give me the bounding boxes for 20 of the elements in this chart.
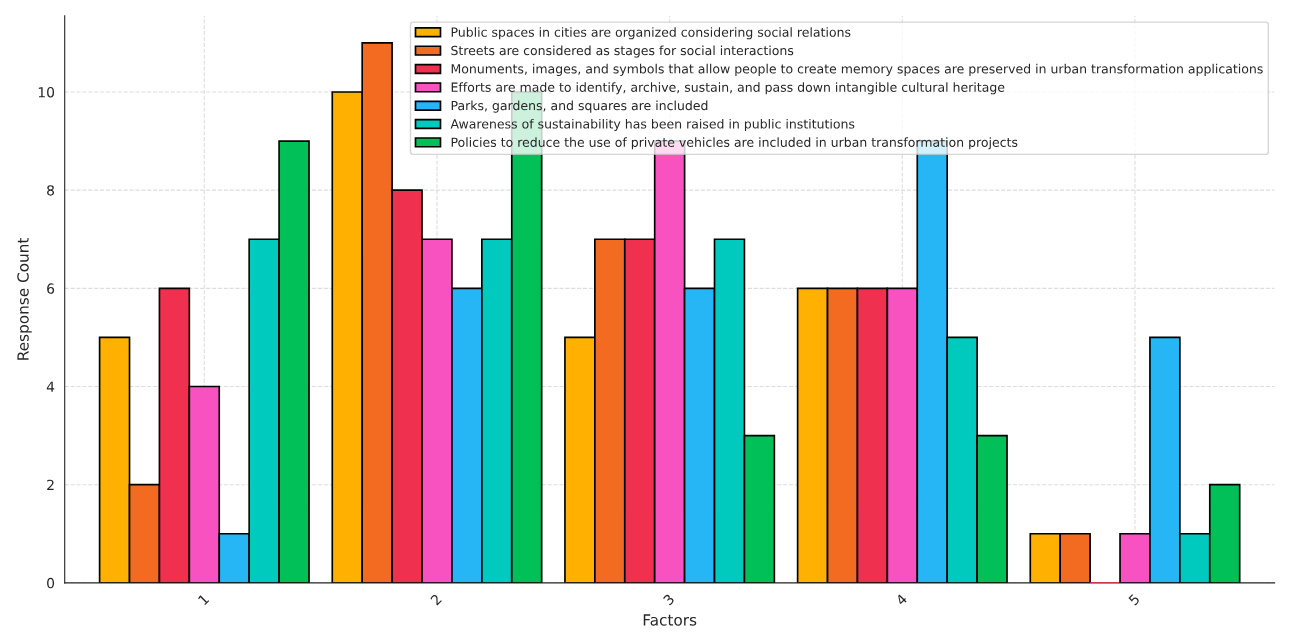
x-tick-label: 4 — [895, 593, 908, 606]
y-tick-label: 6 — [47, 283, 55, 294]
x-axis-title: Factors — [643, 614, 697, 626]
x-tick-label: 1 — [197, 593, 210, 606]
legend-label: Monuments, images, and symbols that allow people to create memory spaces are preserved in urban transformation applications — [451, 63, 1263, 76]
legend-label: Public spaces in cities are organized considering social relations — [451, 27, 851, 40]
x-tick-label: 2 — [429, 593, 442, 606]
y-tick-label: 2 — [47, 479, 54, 490]
y-tick-label: 0 — [47, 577, 55, 589]
y-tick-label: 8 — [47, 185, 55, 196]
legend-label: Efforts are made to identify, archive, sustain, and pass down intangible cultural heritage — [451, 82, 1005, 95]
y-tick-label: 4 — [46, 381, 55, 392]
y-axis-title: Response Count — [17, 237, 32, 360]
legend-label: Awareness of sustainability has been raised in public institutions — [450, 118, 855, 132]
legend-label: Streets are considered as stages for social interactions — [451, 45, 794, 58]
x-tick-label: 5 — [1128, 593, 1141, 606]
legend-label: Parks, gardens, and squares are included — [451, 100, 708, 113]
legend-label: Policies to reduce the use of private vehicles are included in urban transformation projects — [451, 137, 1018, 150]
y-tick-label: 10 — [38, 86, 55, 98]
x-tick-label: 3 — [662, 593, 675, 606]
